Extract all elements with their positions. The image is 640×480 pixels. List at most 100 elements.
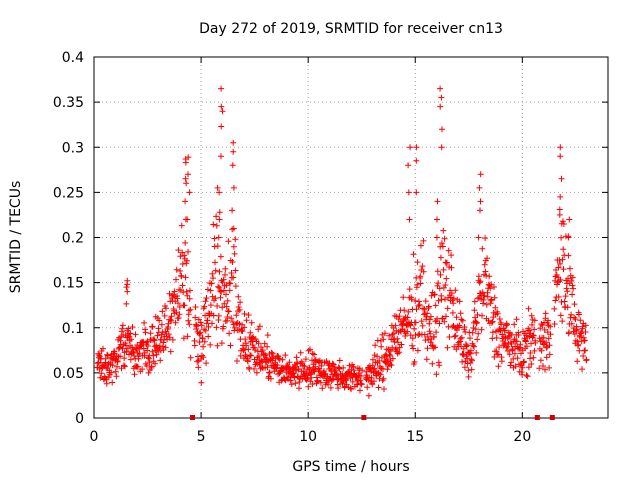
data-point: [453, 314, 460, 321]
data-point: [418, 318, 425, 325]
data-point: [314, 378, 321, 385]
data-point: [410, 251, 417, 258]
data-point: [218, 103, 225, 110]
data-point: [392, 322, 399, 329]
data-point: [528, 361, 535, 367]
y-tick-label: 0.25: [53, 185, 84, 201]
chart-title: Day 272 of 2019, SRMTID for receiver cn1…: [199, 21, 503, 37]
data-point: [398, 341, 405, 348]
data-point: [171, 288, 178, 295]
data-point: [388, 362, 395, 369]
data-point: [173, 266, 180, 273]
data-point: [530, 332, 537, 339]
gap-marker-layer: [190, 415, 555, 420]
data-point: [214, 243, 221, 250]
data-point: [508, 359, 515, 366]
data-point: [555, 264, 562, 271]
data-point: [226, 330, 233, 337]
data-point: [465, 367, 472, 374]
data-point: [482, 235, 489, 242]
data-point: [558, 175, 565, 182]
data-point: [504, 343, 511, 350]
data-point: [420, 268, 427, 275]
data-point: [186, 295, 193, 302]
data-point: [196, 339, 203, 346]
data-point: [230, 274, 237, 281]
data-point: [530, 354, 537, 361]
data-point: [559, 218, 566, 225]
data-point: [575, 341, 582, 348]
data-point: [543, 344, 550, 351]
data-point: [488, 319, 495, 326]
data-point: [424, 345, 431, 352]
data-point: [279, 356, 286, 363]
data-point: [521, 358, 528, 365]
data-point: [232, 283, 239, 290]
data-point: [557, 260, 564, 267]
data-point: [566, 216, 573, 223]
data-point: [230, 243, 237, 250]
data-point: [511, 321, 518, 328]
data-point: [186, 189, 193, 196]
data-point: [194, 358, 201, 365]
data-point: [458, 316, 465, 323]
data-point: [232, 236, 239, 243]
data-point: [274, 352, 281, 359]
data-point: [532, 339, 539, 346]
data-point: [305, 383, 312, 390]
data-point: [380, 336, 387, 343]
data-point: [410, 345, 417, 352]
data-point: [176, 311, 183, 318]
data-point: [235, 293, 242, 300]
data-point: [527, 350, 534, 356]
data-point: [159, 308, 166, 315]
data-point: [421, 306, 428, 313]
data-point: [440, 284, 447, 291]
data-point: [582, 322, 589, 329]
data-point: [325, 381, 332, 388]
data-point: [557, 312, 564, 319]
data-point: [394, 350, 401, 357]
data-point: [495, 351, 502, 358]
data-point: [368, 374, 375, 381]
data-point: [432, 302, 439, 309]
data-point: [186, 307, 192, 314]
data-point: [305, 347, 312, 354]
data-point: [458, 334, 465, 341]
data-point: [504, 321, 510, 328]
data-point: [413, 189, 420, 196]
data-point: [455, 339, 462, 346]
data-point: [123, 348, 130, 355]
data-point: [496, 316, 503, 322]
data-point: [416, 301, 423, 308]
data-point: [414, 259, 421, 266]
y-tick-label: 0.05: [53, 366, 84, 382]
data-point: [259, 347, 266, 353]
data-point: [253, 369, 260, 376]
data-point: [469, 357, 475, 364]
data-point: [218, 340, 225, 347]
data-point: [371, 365, 378, 372]
data-point: [227, 342, 234, 349]
data-point: [475, 234, 482, 241]
data-point: [247, 329, 254, 336]
data-point: [216, 284, 223, 291]
data-point: [396, 349, 403, 356]
data-point: [526, 327, 533, 334]
data-point: [173, 309, 180, 316]
data-point: [268, 349, 275, 356]
data-point: [442, 282, 449, 288]
data-point: [245, 312, 252, 318]
data-point: [121, 363, 128, 370]
data-point: [145, 369, 152, 376]
data-point: [461, 364, 468, 371]
data-point: [463, 343, 470, 350]
data-point: [199, 335, 206, 342]
data-point: [226, 287, 233, 294]
data-point: [151, 337, 158, 344]
y-tick-label: 0.1: [62, 321, 84, 337]
data-point: [543, 339, 550, 346]
data-point: [141, 319, 148, 326]
data-point: [536, 365, 543, 372]
data-point: [203, 360, 210, 367]
